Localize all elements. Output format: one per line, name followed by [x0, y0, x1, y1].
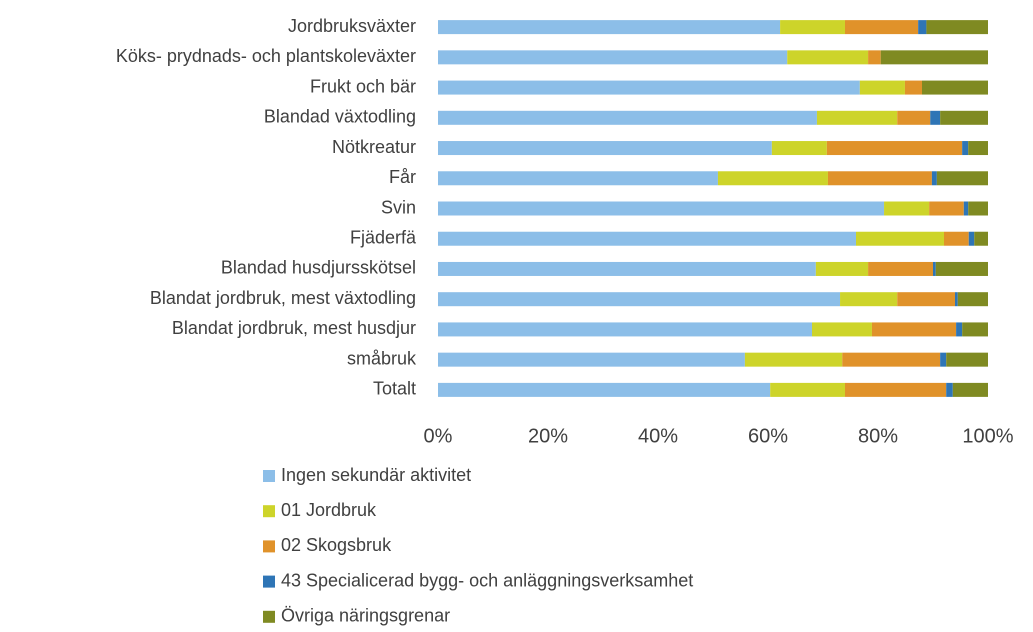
bar-segment	[946, 382, 953, 397]
bar-segment	[438, 201, 885, 216]
bar-segment	[904, 80, 922, 95]
category-label: Blandat jordbruk, mest husdjur	[172, 318, 416, 338]
legend-swatch	[263, 575, 275, 588]
x-tick-label: 60%	[748, 425, 788, 447]
bar-segment	[840, 292, 898, 307]
legend-swatch	[263, 505, 275, 518]
x-tick-label: 20%	[528, 425, 568, 447]
bar-segment	[845, 20, 919, 35]
legend-label: Övriga näringsgrenar	[281, 606, 450, 626]
legend-swatch	[263, 470, 275, 482]
category-label: Köks- prydnads- och plantskoleväxter	[116, 46, 416, 66]
bar-segment	[884, 201, 930, 216]
bar-segment	[438, 292, 841, 307]
legend-label: 01 Jordbruk	[281, 500, 377, 520]
bar-segment	[438, 50, 788, 65]
bar-segment	[842, 352, 941, 367]
bar-segment	[956, 322, 963, 337]
bar-segment	[827, 171, 932, 186]
bar-segment	[930, 110, 941, 125]
bar-segment	[717, 171, 828, 186]
bar-segment	[962, 322, 988, 337]
bar-segment	[438, 261, 816, 276]
bar-segment	[974, 231, 988, 246]
bar-segment	[946, 352, 988, 367]
bar-segment	[940, 352, 947, 367]
legend-swatch	[263, 540, 275, 553]
bar-segment	[968, 231, 975, 246]
category-label: Jordbruksväxter	[288, 16, 416, 36]
bar-segment	[770, 382, 845, 397]
x-tick-label: 0%	[424, 425, 453, 447]
bar-segment	[780, 20, 845, 35]
bar-segment	[918, 20, 927, 35]
bar-segment	[856, 231, 944, 246]
category-label: Totalt	[373, 379, 416, 399]
category-label: Svin	[381, 197, 416, 217]
bar-segment	[931, 171, 937, 186]
bar-segment	[826, 141, 963, 156]
bar-segment	[845, 382, 947, 397]
bar-segment	[438, 322, 812, 337]
bar-segment	[929, 201, 964, 216]
bar-segment	[438, 352, 745, 367]
bar-segment	[963, 201, 969, 216]
x-tick-label: 40%	[638, 425, 678, 447]
bar-segment	[438, 231, 856, 246]
bar-segment	[952, 382, 988, 397]
bar-segment	[816, 110, 898, 125]
category-label: småbruk	[347, 348, 417, 368]
x-tick-label: 100%	[962, 425, 1013, 447]
bar-segment	[933, 261, 936, 276]
bar-segment	[868, 50, 881, 65]
bar-segment	[897, 110, 931, 125]
legend-swatch	[263, 610, 275, 623]
bar-segment	[962, 141, 969, 156]
bar-segment	[871, 322, 957, 337]
category-label: Får	[389, 167, 416, 187]
category-label: Fjäderfä	[350, 227, 417, 247]
bar-segment	[957, 292, 988, 307]
legend-label: 02 Skogsbruk	[281, 535, 392, 555]
category-label: Nötkreatur	[332, 137, 416, 157]
bar-segment	[438, 141, 772, 156]
bar-segment	[926, 20, 988, 35]
bar-segment	[438, 20, 781, 35]
category-label: Blandat jordbruk, mest växtodling	[150, 288, 416, 308]
bar-segment	[944, 231, 969, 246]
legend-label: Ingen sekundär aktivitet	[281, 465, 471, 485]
bar-segment	[438, 110, 817, 125]
bar-segment	[940, 110, 988, 125]
bar-segment	[787, 50, 869, 65]
bar-segment	[771, 141, 827, 156]
category-label: Blandad husdjursskötsel	[221, 258, 416, 278]
bar-segment	[859, 80, 905, 95]
x-tick-label: 80%	[858, 425, 898, 447]
bar-segment	[936, 171, 988, 186]
bar-segment	[968, 141, 988, 156]
bar-segment	[935, 261, 988, 276]
category-label: Blandad växtodling	[264, 107, 416, 127]
category-label: Frukt och bär	[310, 76, 416, 96]
bar-segment	[897, 292, 955, 307]
bar-segment	[880, 50, 988, 65]
bar-segment	[968, 201, 988, 216]
bar-segment	[868, 261, 933, 276]
bar-segment	[812, 322, 872, 337]
bar-segment	[438, 171, 718, 186]
bar-segment	[744, 352, 843, 367]
legend-label: 43 Specialicerad bygg- och anläggningsve…	[281, 570, 693, 590]
bar-segment	[922, 80, 988, 95]
bar-segment	[438, 80, 860, 95]
bar-segment	[955, 292, 958, 307]
bar-segment	[438, 382, 771, 397]
bar-segment	[815, 261, 869, 276]
